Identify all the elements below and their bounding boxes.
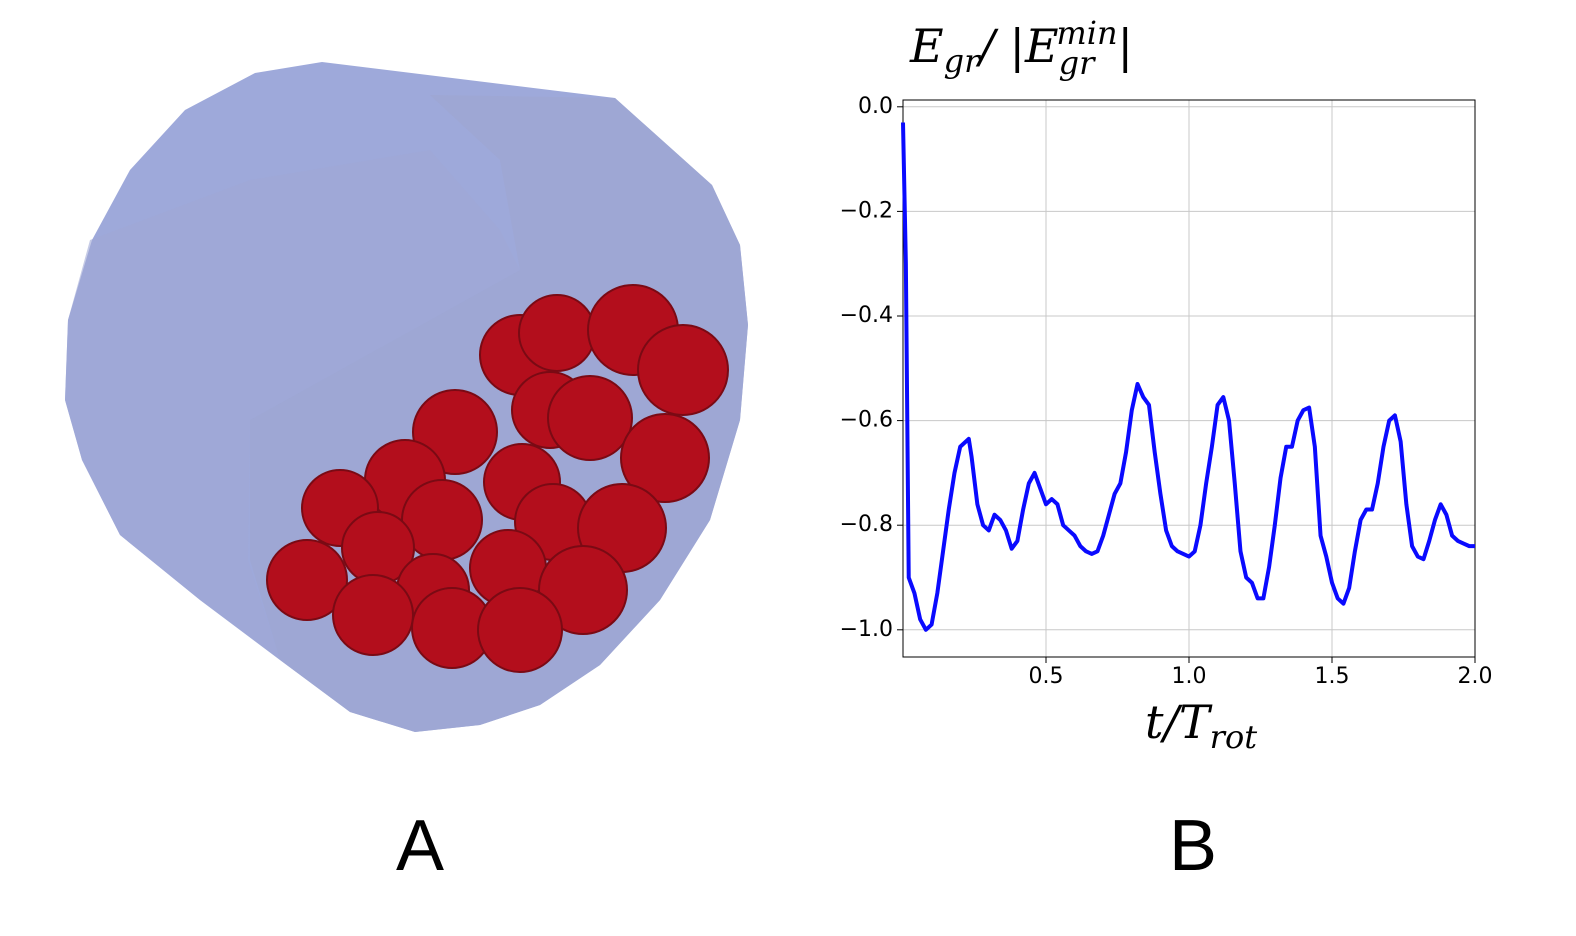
panel-label: B <box>1169 806 1217 886</box>
x-tick-label: 1.5 <box>1315 664 1350 689</box>
panel-label: A <box>396 806 444 886</box>
y-tick-label: −0.4 <box>840 303 893 328</box>
x-tick-label: 1.0 <box>1172 664 1207 689</box>
y-tick-label: −0.8 <box>840 512 893 537</box>
y-tick-label: −0.2 <box>840 198 893 223</box>
x-tick-label: 0.5 <box>1029 664 1064 689</box>
y-tick-label: −1.0 <box>840 617 893 642</box>
cylinder-render <box>65 62 748 732</box>
plot-frame <box>902 99 1476 658</box>
data-line <box>901 122 1475 632</box>
y-tick-label: −0.6 <box>840 408 893 433</box>
x-tick-label: 2.0 <box>1458 664 1493 689</box>
y-tick-label: 0.0 <box>858 94 893 119</box>
x-axis-label: t/Trot <box>1145 695 1257 756</box>
chart-title: Egr/ |Egrmin| <box>909 14 1133 82</box>
